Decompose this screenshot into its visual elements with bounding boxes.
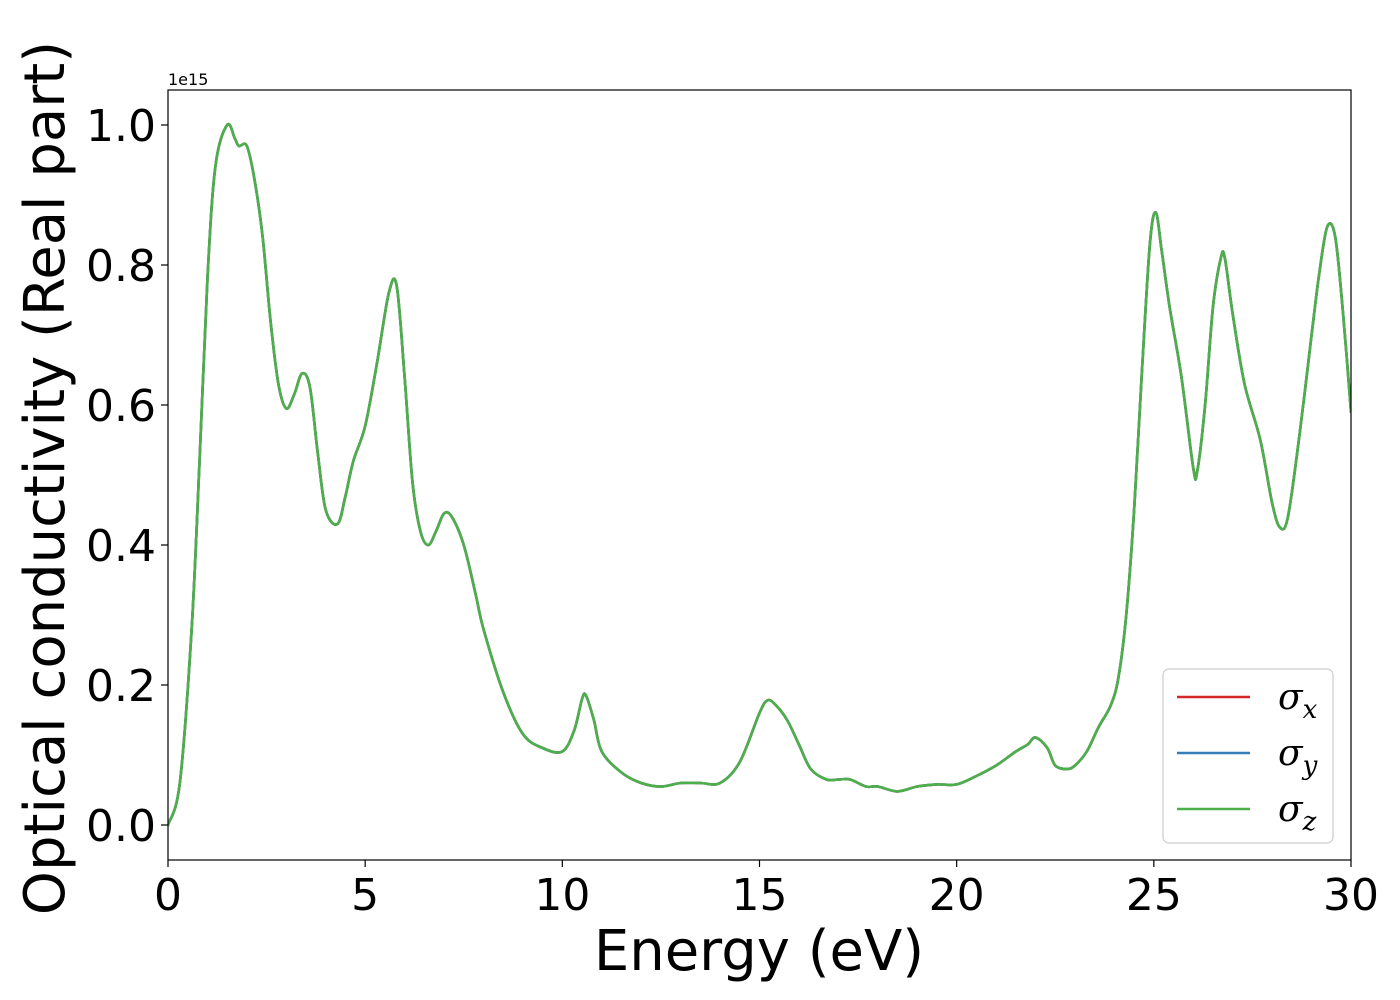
y-axis-label: Optical conductivity (Real part) [13,41,78,915]
legend-box [1162,668,1334,844]
x-tick-label: 0 [154,870,182,921]
series-line-z [168,122,1351,827]
y-tick-label: 0.6 [86,381,156,432]
x-tick-label: 15 [732,870,788,921]
legend-label-z: σz [1278,789,1317,837]
y-tick-label: 0.4 [86,521,156,572]
x-tick-label: 20 [929,870,985,921]
x-tick-label: 10 [534,870,590,921]
x-axis-label: Energy (eV) [594,919,924,984]
series-layer [168,122,1351,827]
y-tick-label: 0.0 [86,801,156,852]
x-tick-label: 30 [1323,870,1379,921]
x-tick-label: 25 [1126,870,1182,921]
y-tick-label: 0.2 [86,661,156,712]
legend-label-y: σy [1278,733,1318,781]
y-tick-label: 0.8 [86,241,156,292]
legend: σx σy σz [1162,668,1334,844]
ticks-layer: 0 5 10 15 20 25 30 0.0 0.2 0.4 0.6 0.8 1.0 [86,101,1379,921]
legend-label-x: σx [1278,677,1318,725]
x-tick-label: 5 [351,870,379,921]
y-offset-label: 1e15 [168,70,208,89]
legend-entries: σx σy σz [1177,677,1318,837]
y-tick-label: 1.0 [86,101,156,152]
